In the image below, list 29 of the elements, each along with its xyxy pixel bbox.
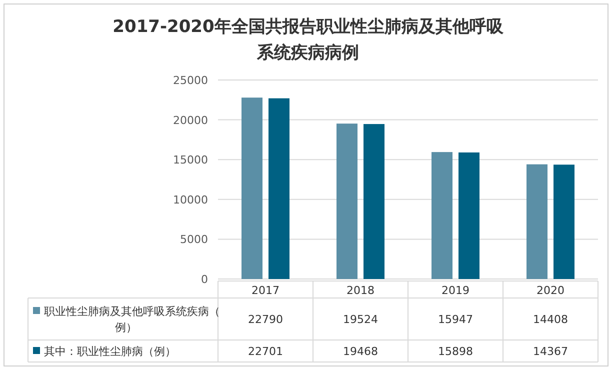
data-label: 14408 — [533, 313, 568, 326]
x-tick-label: 2020 — [536, 284, 564, 297]
y-tick-label: 20000 — [173, 114, 208, 127]
bar — [268, 98, 290, 279]
data-label: 22790 — [248, 313, 283, 326]
data-label: 19468 — [343, 345, 378, 358]
y-tick-label: 5000 — [180, 233, 208, 246]
y-tick-label: 15000 — [173, 154, 208, 167]
data-label: 22701 — [248, 345, 283, 358]
y-tick-label: 25000 — [173, 74, 208, 87]
bar — [458, 152, 480, 279]
data-label: 15898 — [438, 345, 473, 358]
y-tick-label: 0 — [201, 273, 208, 286]
legend-label: 其中：职业性尘肺病（例） — [44, 345, 176, 358]
bar — [432, 152, 452, 279]
legend-label: 职业性尘肺病及其他呼吸系统疾病（例） — [44, 305, 220, 334]
bar — [364, 124, 384, 279]
data-label: 14367 — [533, 345, 568, 358]
data-label: 19524 — [343, 313, 378, 326]
bar — [554, 164, 574, 279]
bar — [526, 164, 548, 279]
x-tick-label: 2019 — [442, 284, 470, 297]
chart-title: 2017-2020年全国共报告职业性尘肺病及其他呼吸系统疾病病例 — [112, 17, 504, 63]
bar — [242, 98, 262, 279]
bar — [336, 124, 358, 279]
y-tick-label: 10000 — [173, 193, 208, 206]
x-tick-label: 2018 — [346, 284, 374, 297]
data-label: 15947 — [438, 313, 473, 326]
x-tick-label: 2017 — [252, 284, 280, 297]
